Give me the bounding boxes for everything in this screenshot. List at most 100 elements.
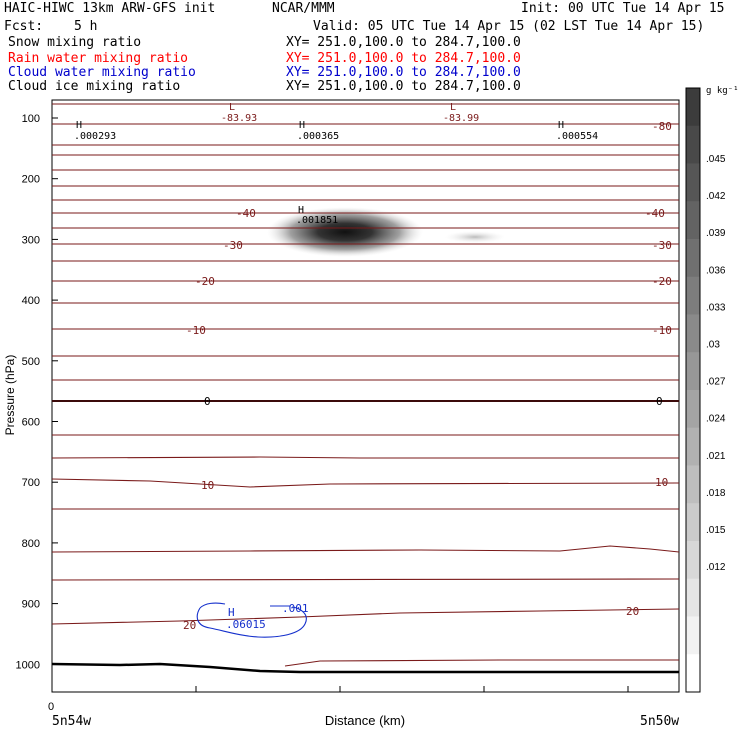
cloud-water-contour-top — [199, 602, 226, 609]
contour-label: -10 — [652, 324, 672, 337]
colorbar-unit: g kg⁻¹ — [706, 86, 739, 96]
colorbar-band — [686, 314, 700, 353]
y-tick-label: 700 — [22, 477, 40, 489]
cloud-water-labels: H .06015 .001 — [226, 602, 309, 631]
colorbar-tick-label: .039 — [706, 228, 726, 239]
colorbar-tick-label: .033 — [706, 302, 726, 313]
field-rain-xy: XY= 251.0,100.0 to 284.7,100.0 — [286, 51, 521, 66]
field-cloudwater-xy: XY= 251.0,100.0 to 284.7,100.0 — [286, 65, 521, 80]
y-tick-label: 400 — [22, 295, 40, 307]
init-time: Init: 00 UTC Tue 14 Apr 15 — [521, 1, 725, 16]
contour-label: 20 — [626, 605, 639, 618]
colorbar-tick-label: .021 — [706, 451, 726, 462]
colorbar-band — [686, 125, 700, 164]
y-tick-label: 1000 — [16, 659, 40, 671]
field-cloudice-name: Cloud ice mixing ratio — [8, 79, 181, 94]
cloud-water-contour-label: .001 — [282, 602, 309, 615]
colorbar-band — [686, 465, 700, 504]
colorbar-tick-label: .027 — [706, 377, 726, 388]
colorbar-tick-label: .03 — [706, 340, 720, 351]
contour-label: -20 — [652, 275, 672, 288]
colorbar-tick-label: .024 — [706, 414, 726, 425]
extrema-markers: H .000293 H .000365 H .000554 L -83.93 L… — [74, 102, 598, 226]
y-tick-label: 900 — [22, 599, 40, 611]
y-tick-label: 100 — [22, 113, 40, 125]
x-axis — [51, 686, 629, 692]
terrain-line — [52, 662, 679, 674]
field-cloudwater-name: Cloud water mixing ratio — [8, 65, 196, 80]
colorbar-band — [686, 390, 700, 429]
cloud-ice-shading — [267, 207, 423, 257]
colorbar-tick-label: .042 — [706, 191, 726, 202]
temp-contour — [52, 478, 679, 488]
valid-time: Valid: 05 UTC Tue 14 Apr 15 (02 LST Tue … — [313, 19, 705, 34]
field-snow-xy: XY= 251.0,100.0 to 284.7,100.0 — [286, 35, 521, 50]
contour-label: 0 — [656, 395, 663, 408]
colorbar-band — [686, 352, 700, 391]
plot-area — [52, 103, 679, 674]
contour-label: 10 — [201, 479, 214, 492]
colorbar: .045 .042 .039 .036 .033 .03 .027 .024 .021 .018.… — [685, 87, 726, 693]
y-axis-label: Pressure (hPa) — [3, 355, 17, 436]
cloud-water-h-value: .06015 — [226, 618, 266, 631]
marker-h-letter: H — [558, 120, 564, 131]
organization-label: NCAR/MMM — [272, 1, 335, 16]
marker-l-value: -83.93 — [221, 113, 257, 124]
ice-max-value: .001851 — [296, 215, 338, 226]
temp-contour — [52, 545, 679, 553]
field-cloudice-xy: XY= 251.0,100.0 to 284.7,100.0 — [286, 79, 521, 94]
contour-label: 0 — [204, 395, 211, 408]
marker-h-value: .000293 — [74, 131, 116, 142]
forecast-label: Fcst: — [4, 19, 44, 34]
colorbar-tick-label: .012 — [706, 562, 726, 573]
ice-max-letter: H — [298, 205, 304, 216]
contour-label: -20 — [195, 275, 215, 288]
cloud-water-h-letter: H — [228, 606, 235, 619]
x-tick-label-0: 0 — [48, 701, 54, 713]
temp-contour — [52, 456, 679, 459]
y-axis: 100 200 300 400 500 600 700 800 900 1000 — [16, 113, 58, 671]
plot-title: HAIC-HIWC 13km ARW-GFS init — [4, 1, 216, 16]
cloud-water-contour — [196, 605, 307, 638]
contour-label: -10 — [186, 324, 206, 337]
colorbar-band — [686, 503, 700, 542]
plot-frame — [51, 99, 680, 693]
temp-contour — [52, 578, 679, 581]
field-snow-name: Snow mixing ratio — [8, 35, 142, 50]
contour-label: -30 — [223, 239, 243, 252]
marker-l-letter: L — [229, 102, 235, 113]
colorbar-tick-label: .018 — [706, 488, 726, 499]
colorbar-band — [686, 88, 700, 127]
colorbar-band — [686, 541, 700, 580]
contour-label: -80 — [652, 120, 672, 133]
y-tick-label: 800 — [22, 538, 40, 550]
y-tick-label: 300 — [22, 234, 40, 246]
x-axis-label: Distance (km) — [325, 713, 405, 728]
colorbar-band — [686, 616, 700, 655]
colorbar-band — [686, 201, 700, 240]
marker-h-value: .000365 — [297, 131, 339, 142]
contour-label: 20 — [183, 619, 196, 632]
temperature-contours — [52, 103, 679, 667]
y-tick-label: 600 — [22, 417, 40, 429]
colorbar-band — [686, 163, 700, 202]
marker-h-value: .000554 — [556, 131, 598, 142]
y-tick-label: 200 — [22, 174, 40, 186]
contour-label: -30 — [652, 239, 672, 252]
marker-l-letter: L — [450, 102, 456, 113]
colorbar-band — [686, 276, 700, 315]
contour-label: 10 — [655, 476, 668, 489]
x-endpoint-left: 5n54w — [52, 714, 91, 729]
marker-h-letter: H — [299, 120, 305, 131]
colorbar-frame — [685, 87, 701, 693]
marker-h-letter: H — [76, 120, 82, 131]
temp-contour — [52, 608, 679, 625]
marker-l-value: -83.99 — [443, 113, 479, 124]
colorbar-band — [686, 239, 700, 278]
forecast-hour: 5 h — [74, 19, 98, 34]
y-tick-label: 500 — [22, 356, 40, 368]
colorbar-band — [686, 654, 700, 693]
cloud-ice-shading-tail — [445, 231, 505, 243]
x-endpoint-right: 5n50w — [640, 714, 679, 729]
